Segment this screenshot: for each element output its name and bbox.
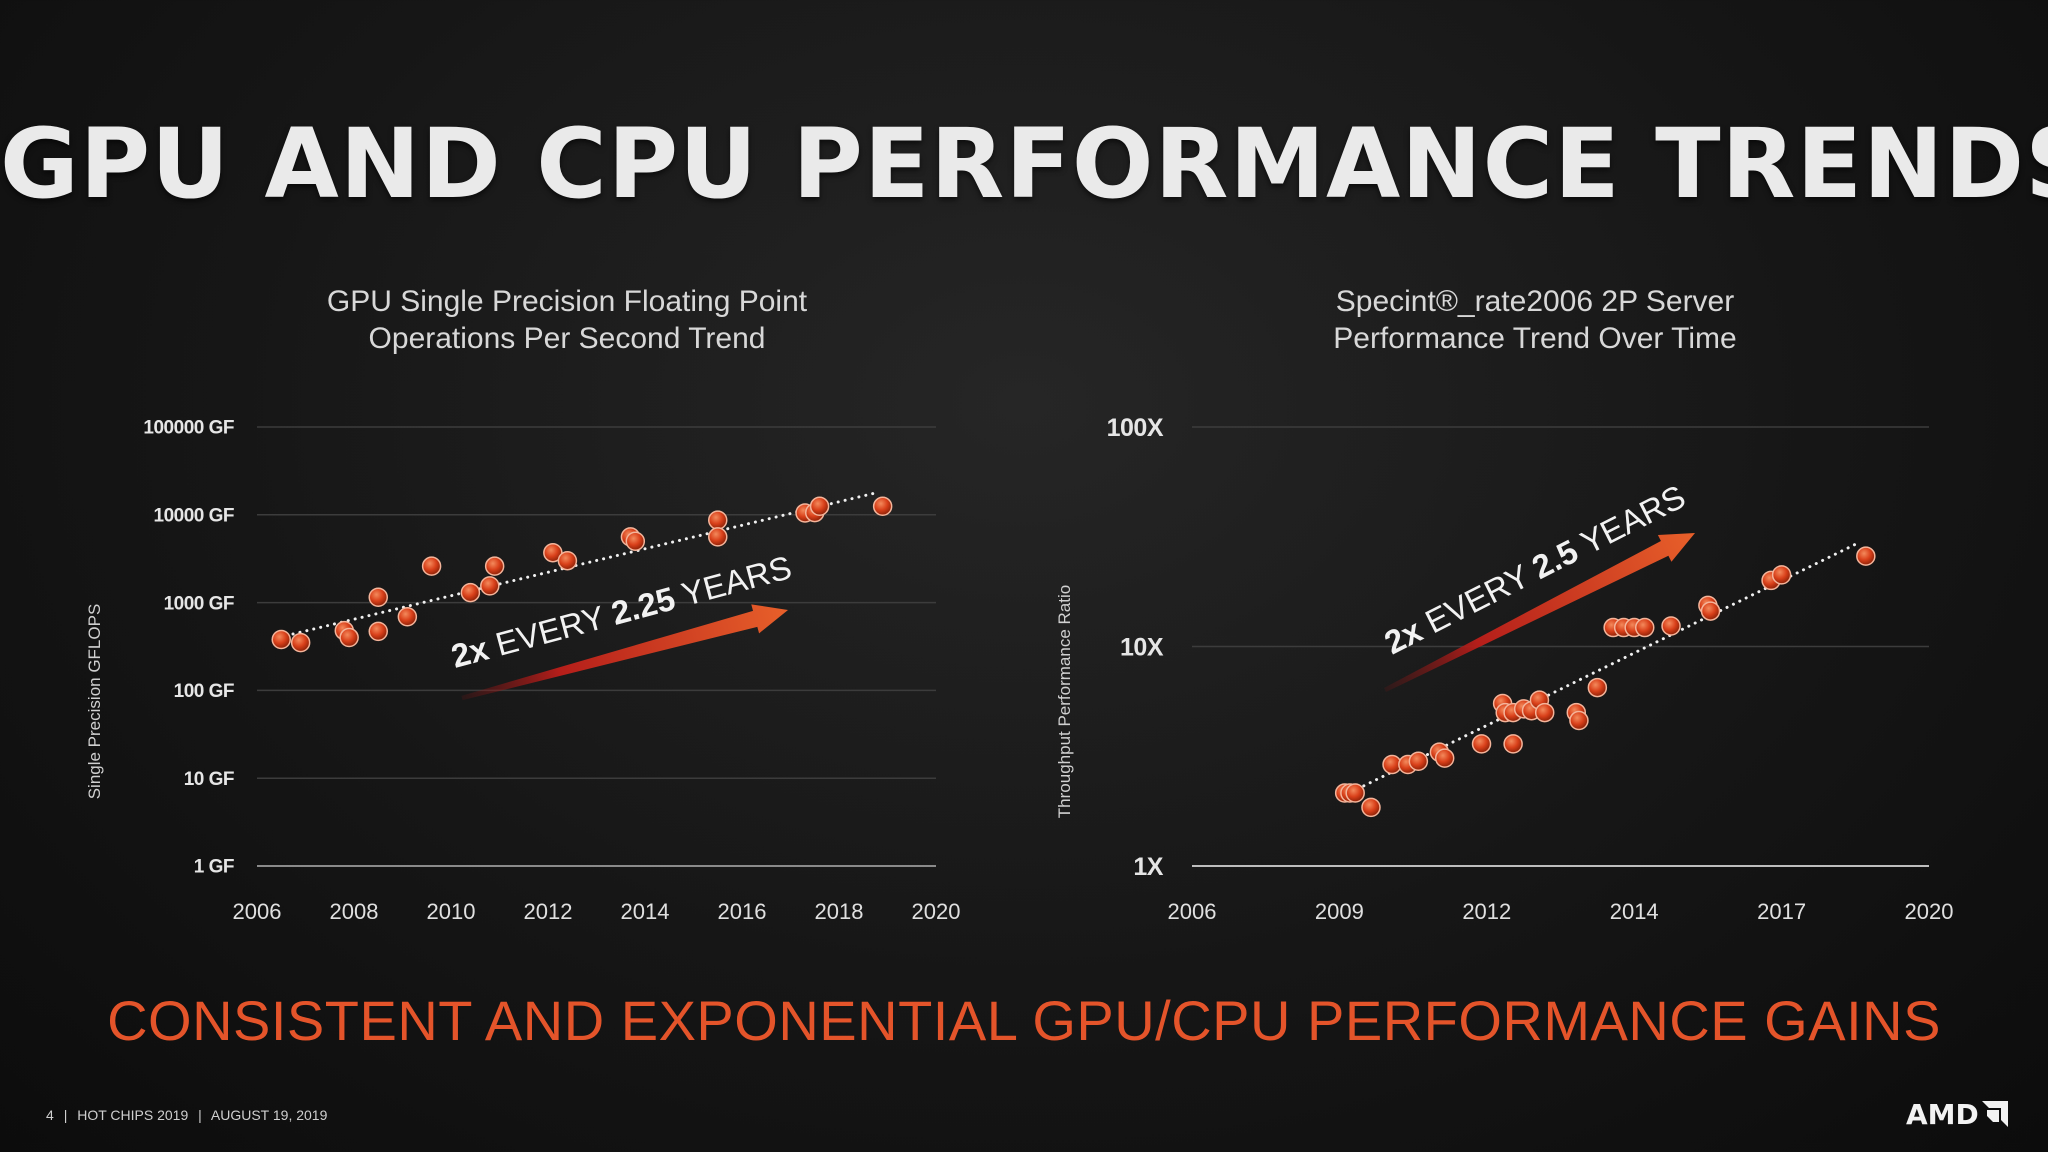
x-tick-label: 2012 bbox=[524, 899, 573, 924]
cpu-chart-title-line-1: Specint®_rate2006 2P Server bbox=[1335, 285, 1735, 318]
data-point bbox=[368, 587, 388, 608]
footer: 4 | HOT CHIPS 2019 | AUGUST 19, 2019 bbox=[46, 1107, 333, 1123]
data-point bbox=[1856, 546, 1876, 566]
x-tick-label: 2009 bbox=[1315, 899, 1364, 924]
trend-line bbox=[284, 490, 880, 638]
cpu-chart-title: Specint®_rate2006 2P Server Performance … bbox=[1235, 283, 1835, 357]
y-tick-label: 10X bbox=[1120, 633, 1164, 661]
cpu-chart: 1X 10X 100X 2006 2009 2012 2014 2017 2020 Through… bbox=[1055, 414, 1953, 924]
annotation-years: YEARS bbox=[669, 548, 795, 615]
x-tick-label: 2014 bbox=[1610, 899, 1659, 924]
x-tick-label: 2016 bbox=[718, 899, 767, 924]
data-point bbox=[480, 576, 500, 596]
footer-separator-1: | bbox=[63, 1107, 68, 1123]
data-point bbox=[1361, 797, 1381, 818]
data-point bbox=[809, 496, 830, 517]
amd-arrow-icon bbox=[1981, 1101, 2008, 1127]
data-point bbox=[1661, 616, 1681, 636]
data-point bbox=[1345, 783, 1365, 803]
data-point bbox=[1408, 751, 1429, 772]
data-point bbox=[872, 496, 893, 517]
tagline: CONSISTENT AND EXPONENTIAL GPU/CPU PERFO… bbox=[107, 989, 1941, 1052]
y-tick-label: 10 GF bbox=[184, 769, 234, 790]
data-point bbox=[368, 621, 388, 642]
y-axis-label: Single Precision GFLOPS bbox=[85, 604, 104, 800]
data-point bbox=[557, 550, 578, 571]
data-point bbox=[1634, 617, 1655, 638]
data-point bbox=[397, 606, 418, 627]
footer-page-number: 4 bbox=[46, 1107, 54, 1123]
y-tick-label: 1 GF bbox=[194, 857, 234, 878]
slide-title: GPU AND CPU PERFORMANCE TRENDS bbox=[0, 108, 2048, 220]
gpu-chart-title-line-2: Operations Per Second Trend bbox=[368, 322, 766, 355]
x-tick-label: 2006 bbox=[233, 899, 282, 924]
trend-arrow bbox=[461, 604, 788, 701]
gpu-chart-title-line-1: GPU Single Precision Floating Point bbox=[326, 285, 808, 318]
y-tick-label: 1X bbox=[1133, 853, 1163, 881]
data-point bbox=[1587, 677, 1608, 698]
x-tick-label: 2006 bbox=[1168, 899, 1217, 924]
annotation-every: EVERY bbox=[1411, 553, 1543, 645]
x-tick-label: 2008 bbox=[330, 899, 379, 924]
footer-date: AUGUST 19, 2019 bbox=[210, 1107, 328, 1123]
cpu-chart-title-line-2: Performance Trend Over Time bbox=[1333, 322, 1737, 355]
data-point bbox=[1503, 734, 1523, 754]
data-point bbox=[708, 527, 728, 547]
data-point bbox=[339, 627, 359, 648]
x-tick-label: 2012 bbox=[1462, 899, 1511, 924]
x-tick-label: 2020 bbox=[1905, 899, 1954, 924]
amd-logo-text: AMD bbox=[1906, 1098, 1979, 1131]
data-point bbox=[484, 556, 505, 576]
y-tick-label: 10000 GF bbox=[154, 505, 235, 526]
annotation-period: 2.25 bbox=[607, 579, 679, 631]
data-point bbox=[1569, 710, 1589, 731]
footer-event: HOT CHIPS 2019 bbox=[77, 1107, 189, 1123]
y-tick-label: 100000 GF bbox=[143, 418, 234, 439]
data-point bbox=[1771, 565, 1792, 585]
amd-logo: AMD bbox=[1906, 1098, 2008, 1131]
gpu-chart: 1 GF 10 GF 100 GF 1000 GF 10000 GF 100000 GF 2… bbox=[85, 418, 960, 924]
annotation-every: EVERY bbox=[483, 596, 617, 665]
y-tick-label: 100X bbox=[1107, 414, 1164, 442]
data-point bbox=[625, 531, 646, 551]
x-tick-label: 2018 bbox=[815, 899, 864, 924]
data-point bbox=[1534, 702, 1555, 723]
trend-arrow bbox=[1383, 532, 1696, 693]
footer-separator-2: | bbox=[198, 1107, 202, 1123]
data-point bbox=[271, 629, 291, 650]
y-tick-label: 1000 GF bbox=[164, 593, 234, 614]
data-point bbox=[1434, 748, 1455, 768]
x-tick-label: 2017 bbox=[1757, 899, 1806, 924]
x-tick-label: 2010 bbox=[427, 899, 476, 924]
x-tick-label: 2014 bbox=[621, 899, 670, 924]
y-tick-label: 100 GF bbox=[174, 681, 234, 702]
x-tick-label: 2020 bbox=[912, 899, 961, 924]
data-point bbox=[421, 556, 442, 576]
data-point bbox=[290, 632, 311, 653]
gpu-chart-title: GPU Single Precision Floating Point Oper… bbox=[267, 283, 867, 357]
y-axis-label: Throughput Performance Ratio bbox=[1055, 585, 1074, 818]
data-point bbox=[1700, 601, 1721, 621]
data-point bbox=[460, 582, 481, 603]
data-point bbox=[708, 510, 728, 530]
data-point bbox=[1471, 734, 1492, 754]
